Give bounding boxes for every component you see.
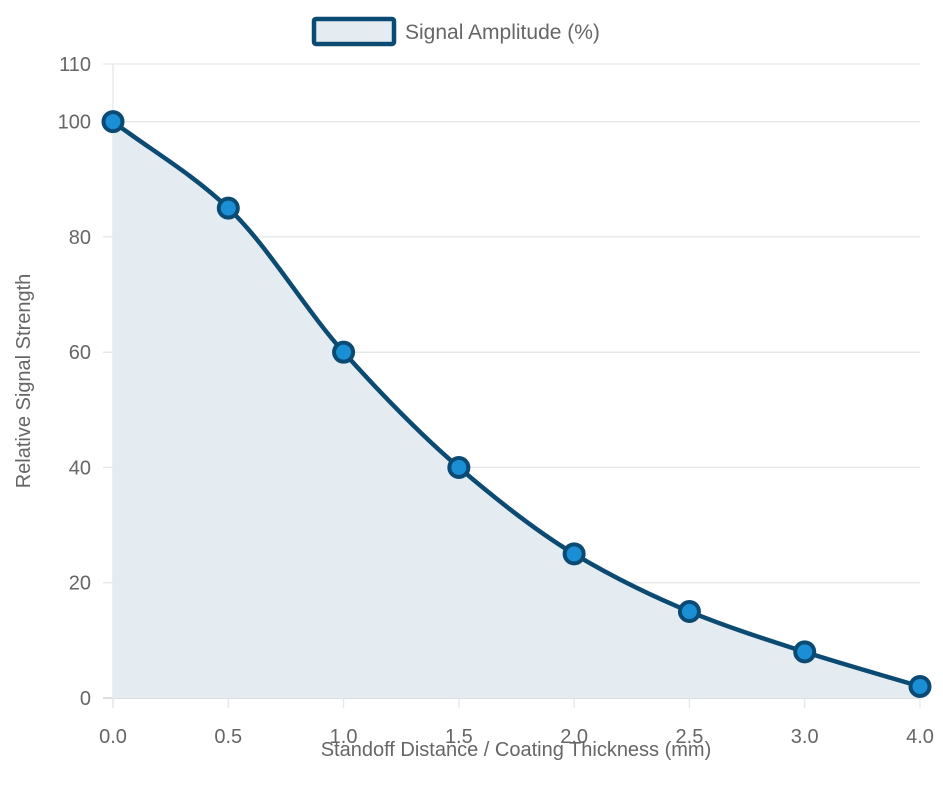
x-tick-label: 0.0	[99, 726, 127, 748]
data-point[interactable]	[332, 340, 356, 364]
y-tick-label: 40	[69, 457, 91, 479]
y-axis-ticks: 0 20 40 60 80 100 110	[58, 54, 91, 710]
y-tick-label: 110	[59, 54, 91, 76]
x-tick-label: 0.5	[214, 726, 242, 748]
legend-label: Signal Amplitude (%)	[405, 21, 600, 44]
y-tick-label: 80	[69, 227, 91, 249]
y-tick-label: 60	[69, 342, 91, 364]
legend[interactable]: Signal Amplitude (%)	[311, 16, 600, 47]
data-point[interactable]	[101, 110, 125, 134]
y-tick-label: 100	[58, 112, 91, 134]
y-tick-label: 0	[80, 688, 91, 710]
marker-layer	[101, 110, 932, 698]
series-line	[110, 119, 923, 689]
x-axis-ticks: 0.0 0.5 1.0 1.5 2.0 2.5 3.0 4.0	[99, 726, 934, 748]
x-tick-label: 2.5	[676, 726, 704, 748]
area-layer	[113, 121, 920, 698]
x-tick-label: 1.0	[330, 726, 358, 748]
x-axis-title: Standoff Distance / Coating Thickness (m…	[321, 739, 712, 761]
x-tick-label: 3.0	[791, 726, 819, 748]
data-point[interactable]	[793, 640, 817, 664]
data-point[interactable]	[562, 542, 586, 566]
series-area	[113, 121, 920, 698]
data-point[interactable]	[677, 600, 701, 624]
data-point[interactable]	[908, 674, 932, 698]
line-layer	[110, 119, 923, 689]
y-axis-title: Relative Signal Strength	[13, 274, 35, 489]
data-point[interactable]	[447, 455, 471, 479]
x-tick-label: 1.5	[445, 726, 473, 748]
x-tick-label: 2.0	[560, 726, 588, 748]
legend-swatch[interactable]	[311, 16, 397, 47]
y-tick-label: 20	[69, 573, 91, 595]
x-tick-label: 4.0	[906, 726, 934, 748]
data-point[interactable]	[216, 196, 240, 220]
